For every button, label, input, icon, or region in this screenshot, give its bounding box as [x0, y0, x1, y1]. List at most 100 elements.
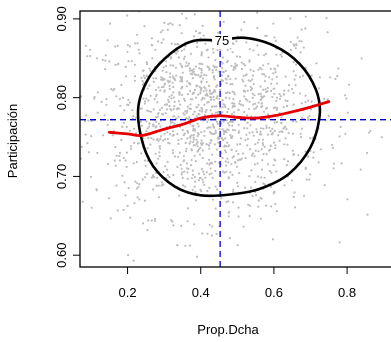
- scatter-point: [261, 138, 264, 141]
- scatter-point: [178, 194, 181, 197]
- scatter-point: [228, 91, 231, 95]
- scatter-point: [294, 84, 297, 87]
- scatter-point: [291, 120, 295, 123]
- scatter-point: [239, 143, 242, 146]
- scatter-point: [89, 175, 93, 178]
- scatter-point: [189, 83, 192, 86]
- scatter-point: [254, 3, 256, 5]
- scatter-point: [286, 143, 289, 146]
- scatter-point: [199, 62, 202, 65]
- scatter-point: [252, 83, 255, 86]
- scatter-point: [336, 75, 339, 78]
- scatter-point: [227, 176, 230, 179]
- scatter-point: [231, 124, 234, 127]
- scatter-point: [263, 73, 266, 76]
- x-tick-label: 0.8: [338, 285, 356, 300]
- scatter-point: [189, 164, 193, 167]
- scatter-point: [40, 67, 42, 69]
- scatter-point: [259, 66, 262, 69]
- scatter-point: [237, 108, 240, 111]
- scatter-point: [148, 125, 151, 128]
- scatter-point: [292, 43, 295, 46]
- scatter-point: [203, 86, 206, 89]
- scatter-point: [211, 153, 214, 156]
- scatter-point: [203, 73, 206, 76]
- scatter-point: [121, 174, 124, 177]
- scatter-point: [186, 93, 189, 96]
- scatter-point: [185, 162, 188, 165]
- scatter-point: [93, 97, 96, 100]
- x-tick-label: 0.4: [192, 285, 210, 300]
- scatter-point: [260, 102, 263, 105]
- scatter-point: [195, 142, 198, 145]
- scatter-point: [233, 91, 236, 94]
- scatter-point: [102, 134, 105, 137]
- scatter-point: [290, 87, 294, 90]
- scatter-point: [150, 219, 153, 222]
- scatter-point: [264, 52, 268, 56]
- scatter-point: [186, 131, 190, 134]
- scatter-point: [158, 108, 162, 112]
- scatter-point: [267, 163, 270, 166]
- scatter-point: [224, 149, 227, 152]
- scatter-point: [219, 88, 222, 92]
- scatter-point: [195, 85, 198, 88]
- scatter-point: [285, 128, 288, 131]
- scatter-point: [127, 187, 130, 190]
- scatter-point: [310, 100, 313, 103]
- scatter-point: [122, 156, 125, 160]
- scatter-point: [183, 159, 186, 162]
- scatter-point: [163, 103, 166, 106]
- scatter-point: [257, 101, 260, 104]
- scatter-point: [171, 149, 174, 152]
- x-tick-label: 0.6: [265, 285, 283, 300]
- scatter-point: [231, 102, 234, 105]
- scatter-point: [249, 124, 252, 127]
- scatter-point: [259, 130, 262, 133]
- scatter-point: [185, 61, 188, 64]
- scatter-point: [137, 185, 140, 188]
- y-tick-label: 0.90: [54, 6, 69, 31]
- scatter-point: [273, 129, 276, 132]
- scatter-point: [166, 137, 169, 140]
- scatter-point: [133, 79, 136, 82]
- scatter-point: [216, 95, 219, 98]
- scatter-point: [136, 182, 139, 185]
- scatter-point: [227, 145, 230, 148]
- scatter-point: [203, 134, 206, 137]
- scatter-point: [251, 152, 255, 155]
- scatter-point: [339, 125, 342, 128]
- scatter-point: [304, 167, 307, 170]
- scatter-point: [262, 127, 265, 130]
- scatter-point: [359, 168, 362, 171]
- scatter-point: [150, 176, 153, 179]
- scatter-point: [226, 128, 229, 131]
- scatter-point: [186, 137, 189, 140]
- scatter-point: [221, 66, 224, 70]
- scatter-point: [299, 51, 302, 54]
- scatter-point: [221, 138, 224, 141]
- scatter-point: [368, 131, 371, 134]
- scatter-point: [193, 73, 196, 76]
- scatter-point: [295, 63, 298, 66]
- scatter-point: [211, 176, 214, 179]
- scatter-point: [192, 138, 195, 141]
- scatter-point: [190, 134, 193, 137]
- scatter-point: [165, 60, 168, 63]
- scatter-point: [181, 176, 184, 179]
- scatter-point: [115, 184, 118, 187]
- scatter-point: [213, 75, 216, 78]
- scatter-point: [250, 154, 254, 157]
- scatter-point: [177, 43, 180, 46]
- scatter-point: [145, 130, 148, 133]
- scatter-point: [189, 140, 192, 143]
- scatter-point: [187, 62, 191, 65]
- scatter-point: [76, 110, 78, 112]
- scatter-point: [196, 41, 199, 45]
- scatter-point: [150, 137, 153, 140]
- scatter-point: [255, 128, 258, 131]
- scatter-point: [254, 102, 257, 105]
- scatter-point: [194, 96, 198, 99]
- scatter-point: [348, 83, 351, 86]
